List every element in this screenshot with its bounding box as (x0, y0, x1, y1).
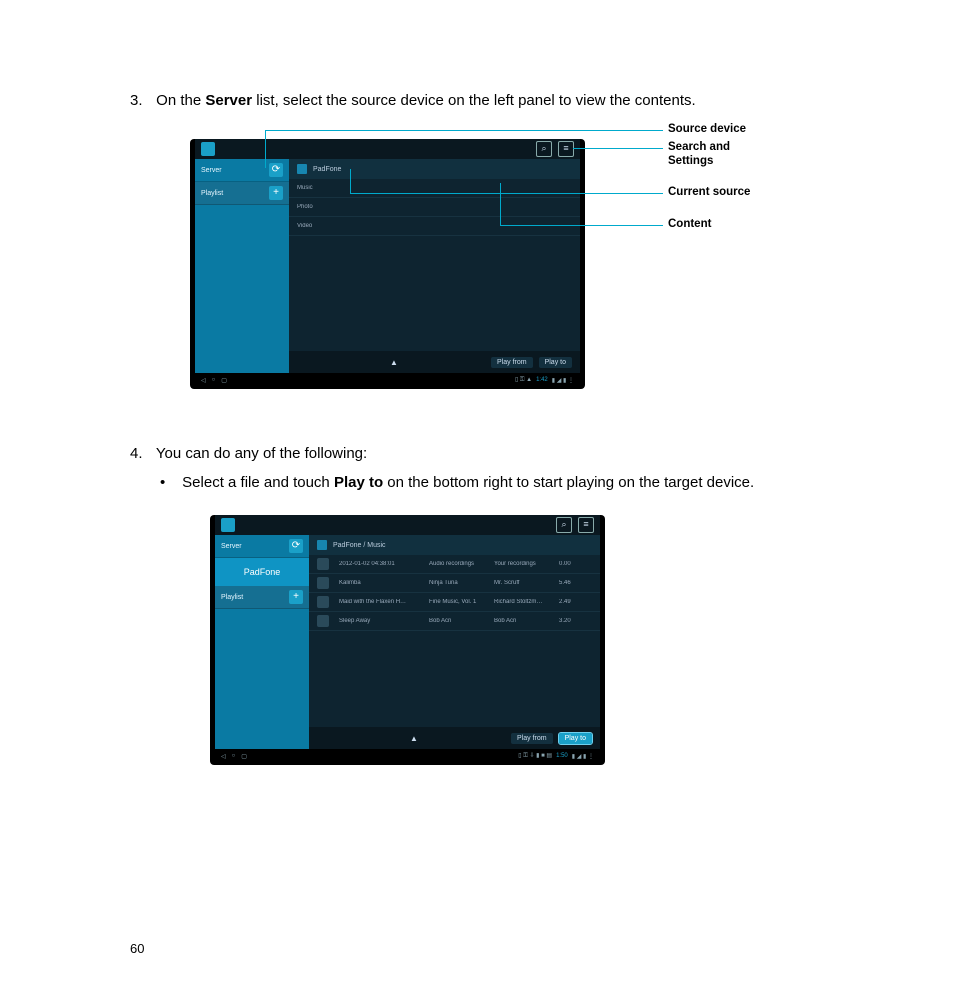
bottom-bar: ▲ Play from Play to (289, 351, 580, 373)
list-item[interactable]: Photo (289, 198, 580, 217)
search-icon[interactable]: ⌕ (556, 517, 572, 533)
tablet-frame-1: ⌕ ≡ Server ⟳ Playlist + (190, 139, 585, 389)
sidebar-sub-padfone[interactable]: PadFone (215, 558, 309, 586)
bullet-1: • Select a file and touch Play to on the… (160, 474, 854, 491)
bullet-mark: • (160, 474, 178, 491)
clock-text: 1:50 (556, 753, 568, 759)
app-topbar: ⌕ ≡ (215, 515, 600, 535)
bullet-bold: Play to (334, 474, 383, 491)
callout-search-settings-2: Settings (668, 155, 713, 167)
callout-source-device: Source device (668, 123, 746, 135)
nav-home-icon[interactable]: ○ (232, 753, 236, 760)
figure-1-wrap: ⌕ ≡ Server ⟳ Playlist + (190, 123, 750, 403)
thumb-icon (317, 558, 329, 570)
screen-2: ⌕ ≡ Server ⟳ PadFone Playlist + (215, 515, 600, 749)
table-row[interactable]: 2012-01-02 04:38:01 Audio recordings You… (309, 555, 600, 574)
step-3-num: 3. (130, 90, 152, 111)
step-4-num: 4. (130, 443, 152, 464)
content-area: PadFone / Music 2012-01-02 04:38:01 Audi… (309, 535, 600, 749)
app-icon (201, 142, 215, 156)
sidebar-item-playlist[interactable]: Playlist + (215, 586, 309, 609)
add-icon[interactable]: + (289, 590, 303, 604)
app-topbar: ⌕ ≡ (195, 139, 580, 159)
play-from-button[interactable]: Play from (491, 357, 533, 368)
search-icon[interactable]: ⌕ (536, 141, 552, 157)
step-4-text: You can do any of the following: (156, 445, 367, 462)
sidebar-server-label: Server (221, 543, 242, 550)
settings-icon[interactable]: ≡ (558, 141, 574, 157)
list-item[interactable]: Video (289, 217, 580, 236)
content-rows: 2012-01-02 04:38:01 Audio recordings You… (309, 555, 600, 727)
nav-home-icon[interactable]: ○ (212, 377, 216, 384)
table-row[interactable]: Maid with the Flaxen H… Fine Music, Vol.… (309, 593, 600, 612)
step-4: 4. You can do any of the following: (130, 443, 854, 464)
page-number: 60 (130, 941, 144, 956)
sidebar-item-server[interactable]: Server ⟳ (195, 159, 289, 182)
step-3-bold: Server (205, 92, 252, 109)
sidebar: Server ⟳ Playlist + (195, 159, 289, 373)
add-icon[interactable]: + (269, 186, 283, 200)
content-rows: Music Photo Video (289, 179, 580, 351)
thumb-icon (317, 596, 329, 608)
thumb-icon (317, 577, 329, 589)
tablet-frame-2: ⌕ ≡ Server ⟳ PadFone Playlist + (210, 515, 605, 765)
breadcrumb-text: PadFone (313, 166, 341, 173)
nav-back-icon[interactable]: ◁ (201, 377, 206, 384)
expand-icon[interactable]: ▲ (390, 358, 398, 367)
step-3-post: list, select the source device on the le… (252, 92, 696, 109)
sidebar-item-server[interactable]: Server ⟳ (215, 535, 309, 558)
content-area: PadFone Music Photo Video ▲ Play from (289, 159, 580, 373)
step-3: 3. On the Server list, select the source… (130, 90, 854, 111)
sidebar-item-playlist[interactable]: Playlist + (195, 182, 289, 205)
system-navbar: ◁ ○ ▢ ▯ ⚿ ⇩ ▮ ■ ▤ 1:50 ▮ ◢ ▮ ⋮ (215, 749, 600, 763)
sidebar-playlist-label: Playlist (201, 190, 223, 197)
breadcrumb: PadFone / Music (309, 535, 600, 555)
play-to-button[interactable]: Play to (539, 357, 572, 368)
sidebar-playlist-label: Playlist (221, 594, 243, 601)
breadcrumb: PadFone (289, 159, 580, 179)
callout-current-source: Current source (668, 186, 750, 198)
thumb-icon (317, 615, 329, 627)
bullet-pre: Select a file and touch (182, 474, 334, 491)
system-navbar: ◁ ○ ▢ ▯ ⚿ ▲ 1:42 ▮ ◢ ▮ ⋮ (195, 373, 580, 387)
sidebar: Server ⟳ PadFone Playlist + (215, 535, 309, 749)
refresh-icon[interactable]: ⟳ (289, 539, 303, 553)
clock-text: 1:42 (536, 377, 548, 383)
list-item[interactable]: Music (289, 179, 580, 198)
play-to-button[interactable]: Play to (559, 733, 592, 744)
sidebar-server-label: Server (201, 167, 222, 174)
play-from-button[interactable]: Play from (511, 733, 553, 744)
step-3-pre: On the (156, 92, 205, 109)
folder-icon (317, 540, 327, 550)
nav-back-icon[interactable]: ◁ (221, 753, 226, 760)
expand-icon[interactable]: ▲ (410, 734, 418, 743)
breadcrumb-text: PadFone / Music (333, 542, 386, 549)
screen-1: ⌕ ≡ Server ⟳ Playlist + (195, 139, 580, 373)
settings-icon[interactable]: ≡ (578, 517, 594, 533)
sidebar-sub-label: PadFone (244, 567, 281, 577)
nav-recent-icon[interactable]: ▢ (241, 753, 247, 760)
callout-search-settings-1: Search and (668, 141, 730, 153)
bullet-post: on the bottom right to start playing on … (383, 474, 754, 491)
table-row[interactable]: Kalimba Ninja Tuna Mr. Scruff 5.46 (309, 574, 600, 593)
folder-icon (297, 164, 307, 174)
app-icon (221, 518, 235, 532)
refresh-icon[interactable]: ⟳ (269, 163, 283, 177)
table-row[interactable]: Sleep Away Bob Acri Bob Acri 3.20 (309, 612, 600, 631)
bottom-bar: ▲ Play from Play to (309, 727, 600, 749)
callout-content: Content (668, 218, 711, 230)
nav-recent-icon[interactable]: ▢ (221, 377, 227, 384)
